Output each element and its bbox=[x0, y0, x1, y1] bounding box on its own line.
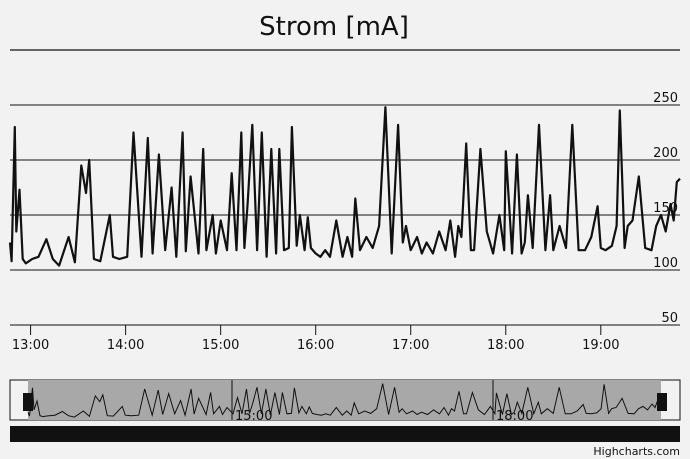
x-tick-label: 16:00 bbox=[297, 338, 334, 353]
navigator-tick-label: 18:00 bbox=[496, 409, 533, 424]
navigator-series-line bbox=[27, 383, 662, 418]
navigator-tick-label: 15:00 bbox=[235, 409, 272, 424]
x-tick-label: 17:00 bbox=[392, 338, 429, 353]
y-tick-label: 200 bbox=[653, 146, 678, 161]
series-line bbox=[8, 106, 681, 267]
x-axis-ticks: 13:00 14:00 15:00 16:00 17:00 18:00 19:00 bbox=[12, 325, 620, 353]
y-tick-label: 100 bbox=[653, 256, 678, 271]
x-tick-label: 14:00 bbox=[107, 338, 144, 353]
y-tick-label: 250 bbox=[653, 91, 678, 106]
y-tick-label: 50 bbox=[661, 311, 678, 326]
scrollbar[interactable] bbox=[10, 426, 680, 442]
x-tick-label: 15:00 bbox=[202, 338, 239, 353]
x-tick-label: 13:00 bbox=[12, 338, 49, 353]
navigator[interactable]: 15:00 18:00 bbox=[9, 379, 681, 424]
navigator-left-handle[interactable] bbox=[23, 393, 33, 411]
chart-title: Strom [mA] bbox=[259, 12, 409, 42]
x-tick-label: 18:00 bbox=[487, 338, 524, 353]
navigator-right-handle[interactable] bbox=[657, 393, 667, 411]
x-tick-label: 19:00 bbox=[582, 338, 619, 353]
credits[interactable]: Highcharts.com bbox=[593, 445, 680, 458]
